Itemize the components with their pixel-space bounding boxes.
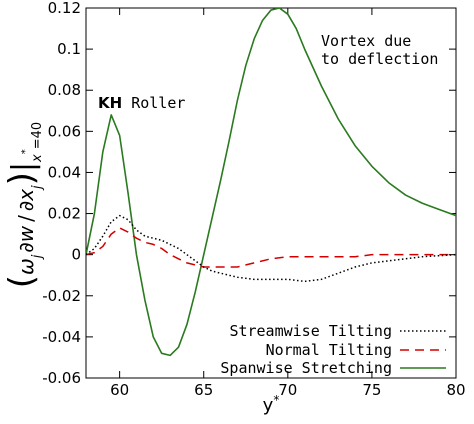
svg-text:(ωj∂w/∂xj)|x*=40: (ωj∂w/∂xj)|x*=40 (2, 122, 45, 288)
y-tick-label: 0.02 (48, 205, 81, 223)
legend-label: Normal Tilting (266, 341, 392, 359)
kh-roller-annotation: KH Roller (98, 94, 185, 112)
x-tick-label: 80 (446, 381, 465, 399)
series-line-spanwise-stretching (86, 8, 456, 357)
legend-label: Streamwise Tilting (229, 322, 392, 340)
annotations: KH Roller Vortex due to deflection (98, 32, 438, 112)
vortex-annotation-line2: to deflection (321, 50, 438, 68)
x-tick-label: 60 (110, 381, 129, 399)
y-tick-label: 0.12 (48, 0, 81, 17)
y-tick-label: 0.04 (48, 163, 81, 181)
series-line-normal-tilting (86, 227, 456, 268)
y-tick-label: 0 (71, 246, 81, 264)
kh-rest-text: Roller (122, 94, 185, 112)
plot-frame (85, 7, 457, 379)
x-tick-label: 70 (278, 381, 297, 399)
axes: 60 65 70 75 80 -0.06 -0.04 -0.02 0 0.02 0.04 0.06 0.… (42, 0, 465, 399)
y-tick-label: -0.02 (42, 287, 81, 305)
y-tick-label: -0.06 (42, 369, 81, 387)
vortex-annotation-line1: Vortex due (321, 32, 411, 50)
kh-strong-text: KH (98, 94, 122, 112)
y-tick-label: 0.06 (48, 122, 81, 140)
series-line-streamwise-tilting (86, 214, 456, 283)
y-tick-label: -0.04 (42, 328, 81, 346)
x-axis-label: y* (263, 393, 280, 416)
x-tick-label: 75 (362, 381, 381, 399)
series-group (86, 8, 456, 357)
y-axis-label: (ωj∂w/∂xj)|x*=40 (2, 122, 45, 288)
y-tick-label: 0.1 (57, 40, 81, 58)
legend-label: Spanwise Stretching (220, 359, 392, 377)
x-tick-label: 65 (194, 381, 213, 399)
y-tick-label: 0.08 (48, 81, 81, 99)
